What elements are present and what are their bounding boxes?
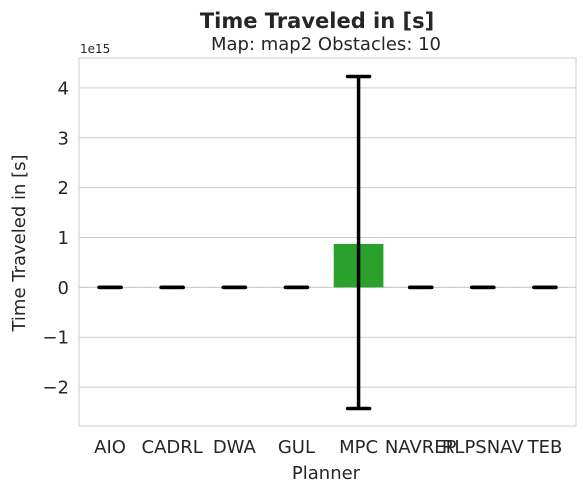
y-tick-label: −1 (42, 328, 69, 349)
x-tick-label-rlpsnav: RLPSNAV (442, 437, 524, 458)
x-tick-label-aio: AIO (94, 437, 126, 458)
chart-title: Map: map2 Obstacles: 10 (211, 34, 441, 55)
y-tick-label: 1 (58, 228, 69, 249)
y-tick-labels: −2 −1 0 1 2 3 4 (42, 78, 69, 398)
errorbar-mpc (345, 74, 372, 411)
x-tick-label-navrep: NAVREP (385, 437, 457, 458)
y-tick-label: 2 (58, 178, 69, 199)
y-offset-label: 1e15 (80, 42, 110, 56)
y-tick-label: 4 (58, 78, 69, 99)
grid (79, 87, 576, 388)
y-tick-label: 3 (58, 128, 69, 149)
error-bars (97, 74, 558, 411)
y-tick-label: 0 (58, 278, 69, 299)
x-tick-label-gul: GUL (278, 437, 315, 458)
x-tick-label-teb: TEB (527, 437, 563, 458)
x-tick-label-dwa: DWA (213, 437, 257, 458)
x-tick-label-mpc: MPC (339, 437, 378, 458)
y-axis-label: Time Traveled in [s] (9, 154, 30, 332)
x-tick-label-cadrl: CADRL (142, 437, 203, 458)
chart-suptitle: Time Traveled in [s] (200, 9, 434, 33)
plot-frame (78, 57, 577, 427)
y-tick-label: −2 (42, 378, 69, 399)
x-axis-label: Planner (292, 463, 361, 484)
